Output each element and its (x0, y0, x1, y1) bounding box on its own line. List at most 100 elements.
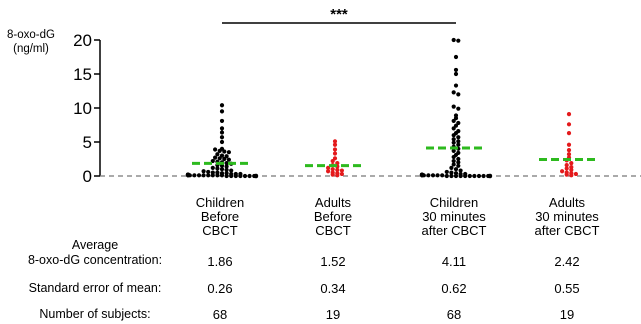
data-point (456, 142, 461, 147)
data-point (222, 156, 227, 162)
data-point (435, 173, 440, 178)
data-point (456, 160, 461, 165)
data-point (564, 166, 569, 171)
data-point (451, 118, 456, 124)
data-point (233, 173, 238, 179)
data-point (566, 112, 572, 117)
data-point (219, 135, 225, 140)
data-point (219, 139, 225, 145)
data-point (187, 173, 192, 178)
data-point (247, 173, 252, 179)
data-point (332, 147, 338, 152)
data-point (213, 155, 218, 160)
data-point (444, 173, 449, 179)
data-point (253, 173, 259, 179)
data-point (192, 173, 197, 178)
significance-bracket: *** (222, 6, 456, 24)
significance-label: *** (330, 6, 348, 23)
row-label-sem: Standard error of mean: (28, 281, 162, 295)
data-point (569, 160, 574, 166)
y-axis: 0 5 10 15 20 (73, 31, 101, 186)
data-point (224, 164, 229, 169)
data-point (219, 118, 225, 124)
data-point (215, 173, 220, 178)
y-axis-title: 8-oxo-dG (ng/ml) (4, 28, 58, 56)
data-point (451, 133, 456, 138)
data-point (564, 172, 569, 177)
data-point (224, 167, 229, 172)
data-point (215, 152, 220, 157)
subjects-children-before: 68 (212, 307, 228, 322)
data-point (456, 156, 461, 162)
category-label-children-before: Children Before CBCT (195, 195, 245, 238)
row-label-subjects: Number of subjects: (39, 307, 151, 321)
data-point (456, 135, 461, 140)
data-point (453, 67, 459, 73)
data-point (219, 130, 225, 135)
data-point (453, 167, 459, 172)
average-adults-before: 1.52 (320, 254, 346, 269)
data-points (185, 37, 579, 179)
data-point (569, 173, 574, 178)
data-point (332, 139, 338, 144)
data-point (238, 173, 243, 179)
data-point (487, 173, 493, 179)
data-point (566, 131, 572, 136)
data-point (196, 173, 202, 178)
category-label-adults-after: Adults 30 minutes after CBCT (534, 195, 600, 238)
y-tick-label-2: 10 (73, 99, 92, 118)
data-point (219, 173, 225, 178)
data-point (206, 173, 211, 178)
data-point (467, 173, 472, 179)
data-point (426, 173, 431, 178)
data-point (339, 168, 344, 173)
sem-children-after: 0.62 (441, 281, 467, 296)
data-point (217, 148, 222, 153)
y-tick-label-1: 5 (83, 133, 92, 152)
average-children-before: 1.86 (207, 254, 233, 269)
data-point (217, 156, 222, 161)
data-point (569, 167, 574, 172)
category-label-children-after: Children 30 minutes after CBCT (421, 195, 487, 238)
data-point (330, 172, 335, 177)
data-point (226, 150, 231, 155)
data-point (224, 173, 229, 179)
data-point (463, 173, 468, 179)
subjects-children-after: 68 (446, 307, 462, 322)
data-point (213, 147, 218, 152)
y-tick-label-3: 15 (73, 65, 92, 84)
data-point (451, 104, 456, 109)
data-point (456, 38, 461, 43)
data-point (335, 173, 340, 178)
data-point (458, 168, 463, 173)
data-point (332, 151, 338, 156)
data-point (219, 109, 225, 114)
data-point (451, 137, 456, 142)
data-point (430, 173, 436, 178)
data-point (224, 160, 229, 166)
data-point (451, 126, 456, 131)
data-point (451, 140, 456, 145)
data-point (458, 173, 463, 179)
y-tick-label-4: 20 (73, 31, 92, 50)
row-label-average: Average 8-oxo-dG concentration: (27, 238, 163, 267)
data-point (229, 173, 234, 179)
data-point (449, 173, 454, 179)
data-point (229, 168, 234, 173)
data-point (206, 169, 211, 175)
data-point (456, 139, 461, 144)
data-point (219, 103, 225, 108)
sem-adults-before: 0.34 (320, 281, 346, 296)
data-point (564, 163, 569, 168)
data-point (566, 148, 572, 153)
data-point (219, 126, 225, 131)
data-point (456, 163, 461, 168)
average-children-after: 4.11 (441, 254, 467, 269)
data-point (444, 169, 449, 175)
data-point (449, 165, 454, 170)
data-point (421, 173, 426, 178)
data-point (330, 158, 335, 164)
data-point (451, 154, 456, 160)
data-point (219, 167, 225, 172)
